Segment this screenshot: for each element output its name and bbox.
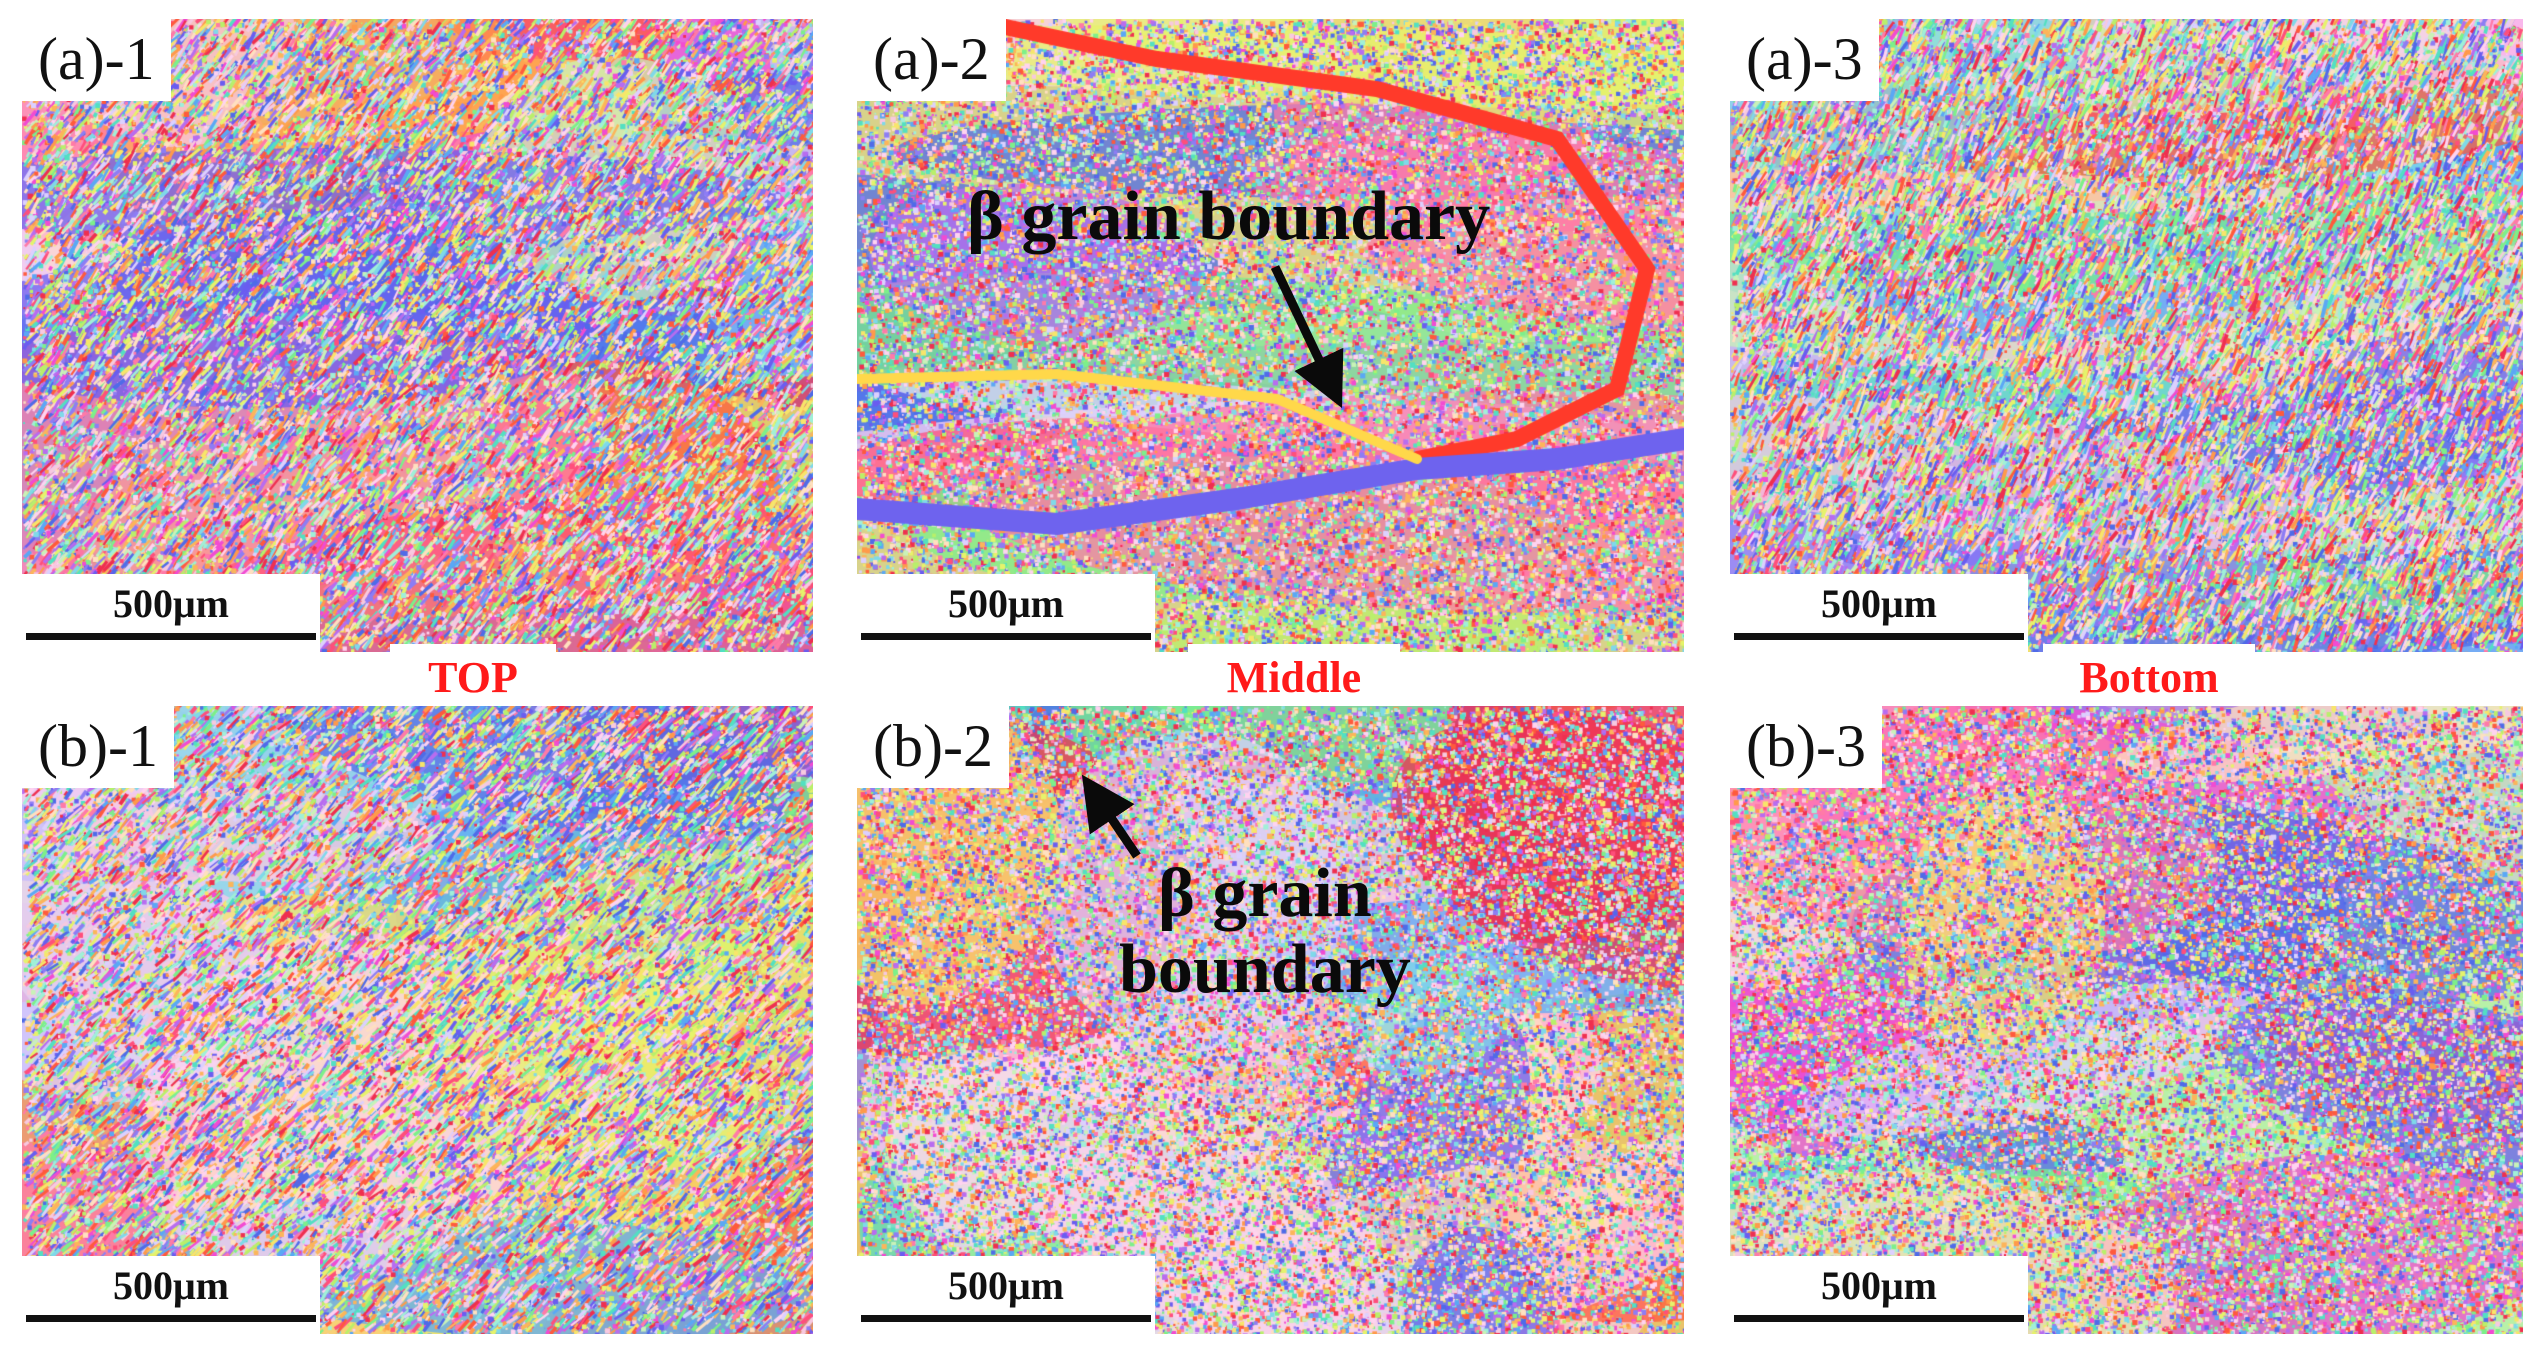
scale-bar-line	[861, 633, 1151, 640]
micrograph-panel-a1: (a)-1 500μm	[22, 19, 813, 652]
ebsd-map-a3	[1730, 19, 2523, 652]
scale-bar-line	[1734, 1315, 2024, 1322]
micrograph-panel-a2: (a)-2 β grain boundary 500μm	[857, 19, 1684, 652]
scale-bar-line	[1734, 633, 2024, 640]
panel-tag-b2: (b)-2	[857, 706, 1009, 788]
scale-bar-line	[26, 1315, 316, 1322]
scale-bar-b2: 500μm	[857, 1256, 1155, 1334]
scale-bar-label: 500μm	[1821, 1263, 1937, 1308]
ebsd-map-a2	[857, 19, 1684, 652]
micrograph-panel-b2: (b)-2 β grain boundary 500μm	[857, 706, 1684, 1334]
arrow-icon	[1081, 774, 1141, 859]
scale-bar-a1: 500μm	[22, 574, 320, 652]
scale-bar-a2: 500μm	[857, 574, 1155, 652]
micrograph-panel-b3: (b)-3 500μm	[1730, 706, 2523, 1334]
micrograph-panel-a3: (a)-3 500μm	[1730, 19, 2523, 652]
scale-bar-b3: 500μm	[1730, 1256, 2028, 1334]
panel-tag-b1: (b)-1	[22, 706, 174, 788]
panel-tag-a2: (a)-2	[857, 19, 1006, 101]
scale-bar-label: 500μm	[113, 581, 229, 626]
ebsd-map-b2	[857, 706, 1684, 1334]
scale-bar-a3: 500μm	[1730, 574, 2028, 652]
position-label-bottom: Bottom	[2043, 644, 2255, 714]
micrograph-panel-b1: (b)-1 500μm	[22, 706, 813, 1334]
panel-tag-a1: (a)-1	[22, 19, 171, 101]
panel-tag-a3: (a)-3	[1730, 19, 1879, 101]
position-label-middle: Middle	[1188, 644, 1400, 714]
scale-bar-line	[26, 633, 316, 640]
scale-bar-label: 500μm	[948, 581, 1064, 626]
position-label-top: TOP	[390, 644, 556, 714]
scale-bar-label: 500μm	[113, 1263, 229, 1308]
scale-bar-b1: 500μm	[22, 1256, 320, 1334]
annotation-line-1: β grain	[1157, 855, 1372, 932]
annotation-line-2: boundary	[1119, 930, 1411, 1008]
grain-boundary-annotation-a2: β grain boundary	[967, 178, 1491, 255]
scale-bar-label: 500μm	[948, 1263, 1064, 1308]
panel-tag-b3: (b)-3	[1730, 706, 1882, 788]
scale-bar-label: 500μm	[1821, 581, 1937, 626]
ebsd-map-b3	[1730, 706, 2523, 1334]
ebsd-map-b1	[22, 706, 813, 1334]
grain-boundary-annotation-b2: β grain boundary	[1119, 856, 1411, 1007]
arrow-icon	[1270, 265, 1344, 409]
scale-bar-line	[861, 1315, 1151, 1322]
ebsd-map-a1	[22, 19, 813, 652]
